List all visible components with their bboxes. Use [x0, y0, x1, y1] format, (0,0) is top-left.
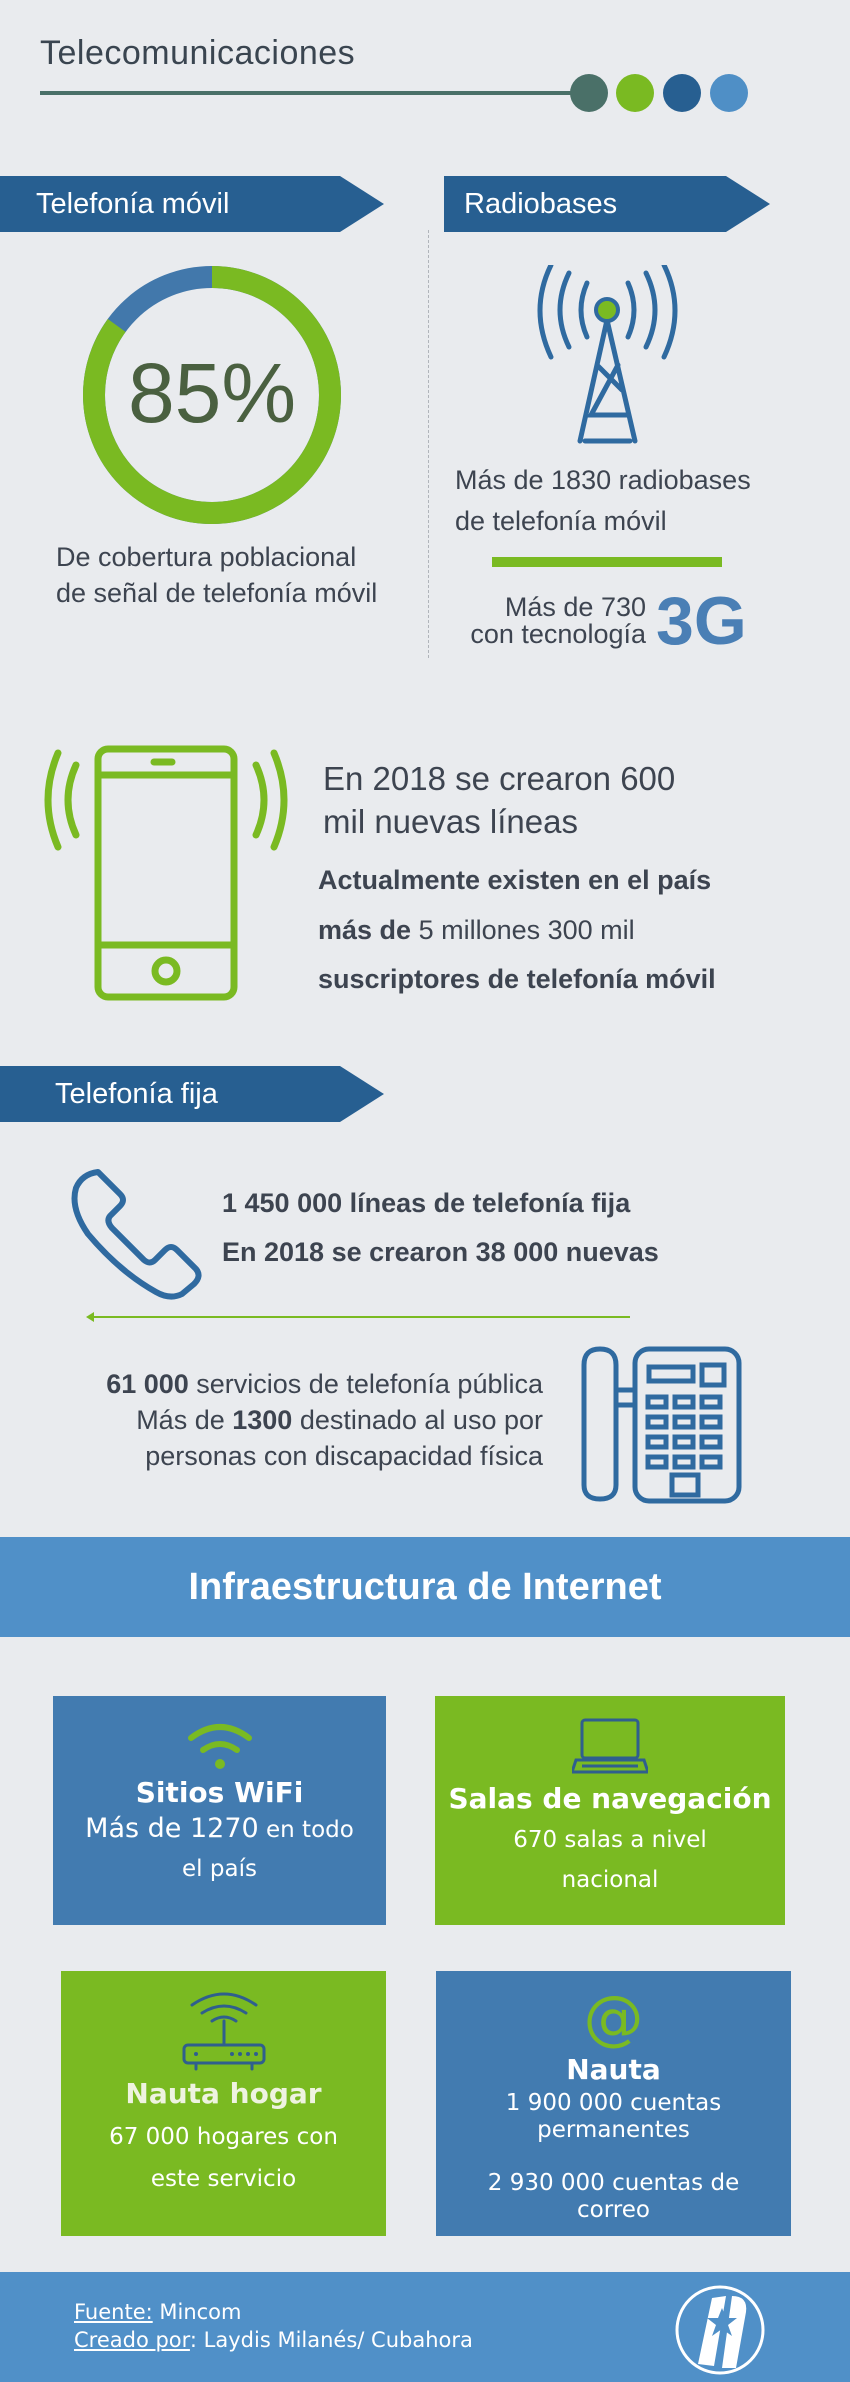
title-divider: [40, 91, 580, 95]
router-icon: [182, 1992, 265, 2071]
public-label: servicios de telefonía pública: [188, 1369, 543, 1399]
3g-text: con tecnología: [470, 619, 646, 649]
coverage-caption: de señal de telefonía móvil: [56, 578, 378, 608]
wifi-icon: [187, 1724, 252, 1769]
donut-coverage-arc: [83, 266, 341, 524]
disability-count: 1300: [232, 1405, 293, 1435]
card-title: Sitios WiFi: [135, 1776, 304, 1809]
coverage-donut: [83, 266, 341, 524]
banner-internet: Infraestructura de Internet: [0, 1537, 850, 1637]
public-phone-text: 61 000 servicios de telefonía pública: [40, 1369, 543, 1400]
card-title: Nauta hogar: [125, 2077, 322, 2110]
fixed-new-label: En 2018 se crearon: [222, 1237, 476, 1267]
banner-telefonia-movil: Telefonía móvil: [0, 176, 384, 232]
card-salas: Salas de navegación 670 salas a nivel na…: [435, 1696, 785, 1925]
radio-tower-icon: [537, 265, 678, 444]
card-title: Nauta: [566, 2053, 661, 2086]
source-value: Mincom: [152, 2300, 242, 2324]
new-lines-text: mil nuevas líneas: [323, 803, 578, 840]
public-count: 61 000: [106, 1369, 189, 1399]
card-text: Más de 1270 en todo: [53, 1813, 386, 1844]
cubahora-logo: [675, 2285, 765, 2375]
card-text: este servicio: [150, 2166, 297, 2192]
card-nauta: @ Nauta 1 900 000 cuentas permanentes 2 …: [436, 1971, 791, 2236]
credit-value: : Laydis Milanés/ Cubahora: [189, 2328, 473, 2352]
card-text: 670 salas a nivel: [513, 1827, 707, 1853]
banner-telefonia-fija: Telefonía fija: [0, 1066, 384, 1122]
decor-dot: [616, 74, 654, 112]
card-text: 2 930 000 cuentas de: [487, 2170, 740, 2196]
page-title: Telecomunicaciones: [40, 34, 356, 72]
smartphone-icon: [44, 745, 288, 1001]
coverage-caption: De cobertura poblacional: [56, 542, 357, 572]
arrow-left-icon: [86, 1312, 94, 1322]
source-link[interactable]: Fuente:: [74, 2300, 153, 2324]
phone-handset-icon: [71, 1169, 202, 1300]
public-phone-text: personas con discapacidad física: [145, 1441, 543, 1471]
column-divider: [428, 230, 429, 658]
wifi-scope: en todo: [258, 1817, 354, 1843]
public-phone-text: Más de 1300 destinado al uso por: [40, 1405, 543, 1436]
fixed-lines-text: En 2018 se crearon 38 000 nuevas: [222, 1237, 659, 1268]
subscribers-text: más de 5 millones 300 mil: [318, 915, 635, 946]
footer-source: Fuente: Mincom: [74, 2300, 242, 2324]
card-text: permanentes: [537, 2117, 690, 2143]
fixed-new-count: 38 000 nuevas: [475, 1237, 659, 1267]
card-text: 67 000 hogares con: [109, 2124, 338, 2150]
disability-label: Más de: [136, 1405, 233, 1435]
radiobases-text: Más de 1830 radiobases: [455, 465, 751, 495]
card-text: correo: [577, 2197, 650, 2223]
card-text: el país: [182, 1856, 257, 1882]
coverage-value: 85%: [127, 346, 297, 440]
3g-label: 3G: [656, 583, 747, 659]
subscribers-count: 5 millones 300 mil: [411, 915, 635, 945]
banner-radiobases: Radiobases: [444, 176, 770, 232]
credit-link[interactable]: Creado por: [74, 2328, 190, 2352]
subscribers-text: suscriptores de telefonía móvil: [318, 964, 716, 994]
footer-credit: Creado por: Laydis Milanés/ Cubahora: [74, 2328, 473, 2352]
decor-dot: [710, 74, 748, 112]
decor-dot: [570, 74, 608, 112]
laptop-icon: [569, 1718, 651, 1774]
card-title: Salas de navegación: [448, 1782, 772, 1815]
at-icon: @: [583, 1983, 644, 2053]
disability-label: destinado al uso por: [292, 1405, 543, 1435]
desk-phone-icon: [581, 1346, 742, 1504]
card-wifi: Sitios WiFi Más de 1270 en todo el país: [53, 1696, 386, 1925]
subscribers-text: Actualmente existen en el país: [318, 865, 712, 895]
decor-dot: [663, 74, 701, 112]
green-separator: [492, 557, 722, 567]
card-text: nacional: [561, 1867, 659, 1893]
subscribers-bold: más de: [318, 915, 412, 945]
3g-text: Más de 730: [504, 592, 646, 622]
wifi-count: Más de 1270: [85, 1813, 259, 1844]
green-arrow-line: [92, 1316, 630, 1318]
card-text: 1 900 000 cuentas: [505, 2090, 722, 2116]
radiobases-text: de telefonía móvil: [455, 506, 667, 536]
card-nauta-hogar: Nauta hogar 67 000 hogares con este serv…: [61, 1971, 386, 2236]
fixed-lines-text: 1 450 000 líneas de telefonía fija: [222, 1188, 631, 1218]
new-lines-text: En 2018 se crearon 600: [323, 760, 676, 797]
